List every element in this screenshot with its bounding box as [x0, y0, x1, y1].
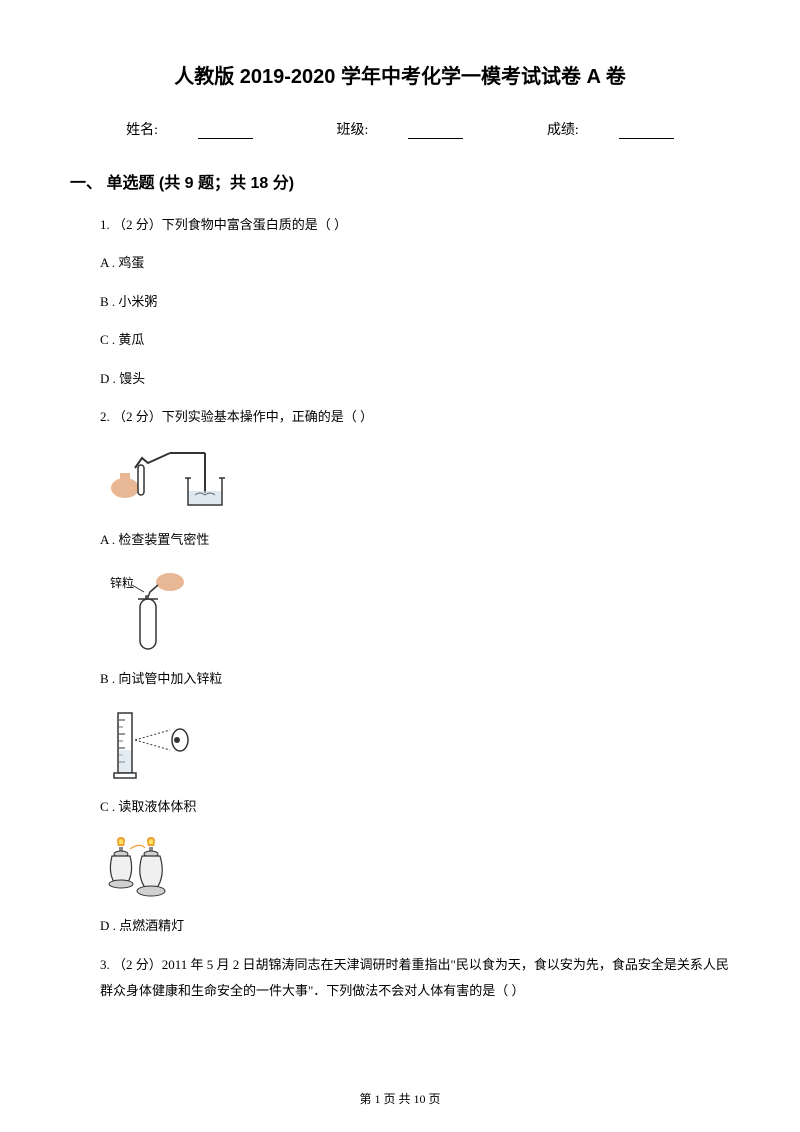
q2-figure-a: [100, 443, 240, 518]
question-2: 2. （2 分）下列实验基本操作中，正确的是（ ）: [100, 405, 730, 428]
student-info-row: 姓名: 班级: 成绩:: [70, 119, 730, 139]
class-label: 班级:: [317, 123, 484, 138]
q1-option-a: A . 鸡蛋: [100, 251, 730, 274]
name-label: 姓名:: [106, 123, 273, 138]
q1-option-b: B . 小米粥: [100, 290, 730, 313]
exam-title: 人教版 2019-2020 学年中考化学一模考试试卷 A 卷: [70, 60, 730, 89]
q1-option-d: D . 馒头: [100, 367, 730, 390]
q2-option-b: B . 向试管中加入锌粒: [100, 667, 730, 690]
q2-figure-b: 锌粒: [100, 567, 210, 657]
zinc-label: 锌粒: [110, 575, 134, 590]
page-footer: 第 1 页 共 10 页: [0, 1090, 800, 1107]
q2-option-a: A . 检查装置气密性: [100, 528, 730, 551]
score-label: 成绩:: [527, 123, 694, 138]
q2-option-d: D . 点燃酒精灯: [100, 914, 730, 937]
q2-figure-d: [100, 834, 190, 904]
q2-option-c: C . 读取液体体积: [100, 795, 730, 818]
q1-option-c: C . 黄瓜: [100, 328, 730, 351]
question-1: 1. （2 分）下列食物中富含蛋白质的是（ ）: [100, 213, 730, 236]
q2-figure-c: [100, 705, 220, 785]
question-3: 3. （2 分）2011 年 5 月 2 日胡锦涛同志在天津调研时着重指出"民以…: [100, 952, 730, 1004]
section-1-header: 一、 单选题 (共 9 题；共 18 分): [70, 169, 730, 193]
